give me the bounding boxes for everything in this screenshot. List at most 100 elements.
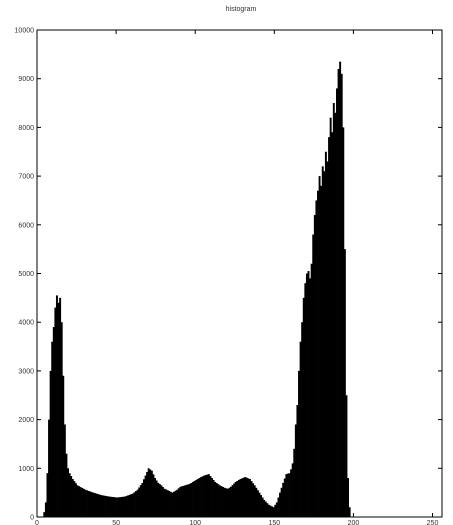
histogram-bar [120,496,123,517]
histogram-bar [321,166,324,518]
histogram-bar [267,504,270,517]
histogram-bar [296,404,299,517]
histogram-bar [248,479,251,517]
histogram-bar [190,482,193,517]
histogram-bar [299,341,302,517]
histogram-bar [177,488,180,517]
histogram-bar [242,477,245,517]
y-tick-label: 8000 [18,125,34,132]
histogram-bar [182,485,185,517]
y-tick-label: 9000 [18,76,34,83]
histogram-bar [169,491,172,517]
histogram-bar [283,478,286,517]
histogram-bar [336,88,338,517]
histogram-bar [310,263,313,517]
histogram-bar [255,487,258,517]
histogram-bar [291,463,294,517]
histogram-bar [279,492,281,517]
histogram-bar [313,215,316,517]
histogram-bar [222,486,225,517]
y-axis-ticks: 0100020003000400050006000700080009000100… [15,28,442,522]
histogram-bar [326,161,329,518]
x-axis-ticks: 0 50 100 150 200 250 [35,30,438,525]
histogram-bar [271,506,274,517]
histogram-bar [305,273,308,517]
histogram-bar [49,370,52,517]
histogram-bar [211,478,213,517]
histogram-bar [101,495,104,517]
histogram-bar [141,482,144,517]
histogram-bar [139,485,142,517]
histogram-bar [260,495,262,517]
histogram-bar [320,185,323,517]
histogram-bar [187,484,190,517]
histogram-bar [215,483,218,517]
histogram-bar [315,200,318,517]
histogram-bar [206,474,209,517]
y-tick-label: 4000 [18,320,34,327]
histogram-bar [280,487,283,517]
y-tick-label: 0 [30,515,34,522]
histogram-bar [117,497,120,517]
histogram-bar [133,492,136,517]
histogram-bar [266,503,269,517]
x-tick-label: 0 [35,520,39,525]
histogram-bar [217,484,220,517]
histogram-bar [225,488,228,517]
histogram-bar [71,479,74,517]
histogram-bar [196,479,199,517]
histogram-bar [63,424,66,517]
histogram-bars [43,61,351,518]
histogram-bar [122,496,125,517]
histogram-bar [59,297,62,517]
histogram-bar [328,137,331,517]
histogram-bar [301,322,304,517]
histogram-bar [324,151,327,517]
histogram-bar [109,496,112,517]
histogram-bar [154,478,156,517]
histogram-bar [209,476,212,517]
histogram-bar [171,492,174,517]
histogram-bar [161,487,164,517]
histogram-bar [345,395,348,517]
x-tick-label: 250 [427,520,439,525]
histogram-bar [294,424,297,517]
y-tick-label: 6000 [18,222,34,229]
histogram-bar [125,495,128,517]
histogram-bar [185,484,188,517]
histogram-bar [269,505,272,517]
histogram-bar [150,470,153,517]
histogram-bar [173,491,175,517]
histogram-bar [65,453,68,517]
histogram-bar [54,307,57,517]
histogram-bar [331,132,334,517]
histogram-bar [256,490,259,517]
histogram-bar [89,491,92,517]
histogram-bar [342,127,345,518]
histogram-bar [176,489,179,517]
histogram-bar [116,497,119,517]
histogram-bar [74,483,77,517]
histogram-bar [286,473,289,517]
histogram-bar [231,485,234,517]
histogram-bar [184,485,187,517]
histogram-bar [348,507,351,517]
histogram-bar [82,488,85,517]
histogram-bar [114,497,117,517]
histogram-bar [302,297,305,517]
histogram-bar [218,485,221,517]
histogram-bar [174,490,177,517]
histogram-bar [67,468,69,517]
histogram-bar [143,479,145,517]
histogram-bar [193,480,196,517]
histogram-bar [298,370,300,517]
histogram-bar [97,494,100,517]
histogram-bar [73,481,76,517]
y-tick-label: 3000 [18,368,34,375]
histogram-bar [343,249,346,517]
histogram-bar [214,481,217,517]
histogram-bar [106,496,109,517]
histogram-bar [119,497,122,517]
histogram-bar [166,490,169,517]
